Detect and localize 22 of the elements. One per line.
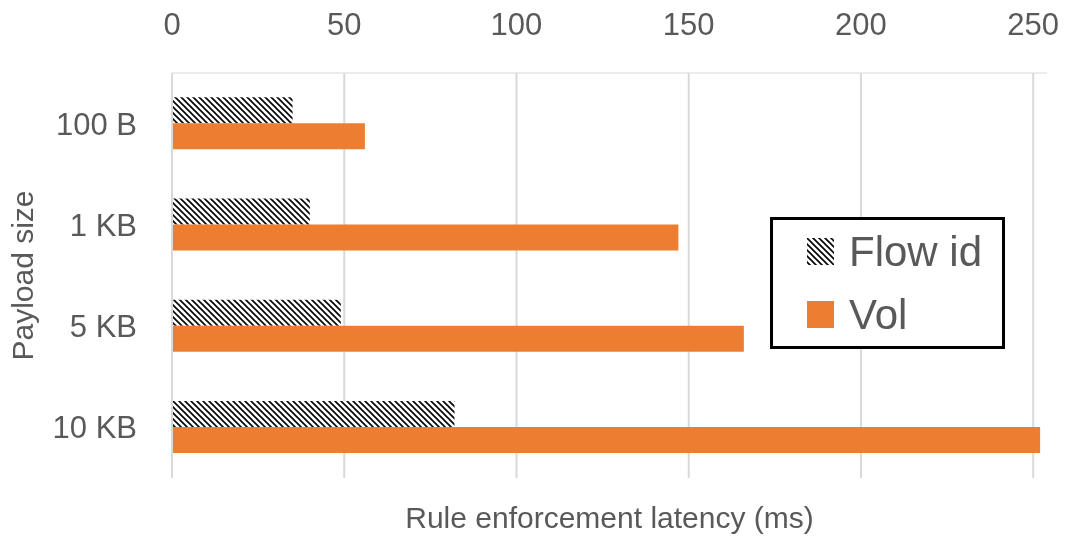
- bar: [172, 299, 341, 326]
- bar: [172, 401, 455, 428]
- bar: [172, 325, 744, 352]
- y-tick-label: 5 KB: [69, 309, 137, 345]
- x-tick-label: 50: [327, 7, 362, 42]
- y-tick-label: 10 KB: [52, 410, 137, 446]
- bar: [172, 97, 293, 124]
- legend-label: Vol: [849, 290, 908, 339]
- x-tick-label: 150: [662, 7, 715, 42]
- y-tick-label: 1 KB: [69, 207, 137, 243]
- x-tick-label: 200: [835, 7, 887, 42]
- bar: [172, 224, 679, 251]
- x-tick-label: 250: [1007, 7, 1060, 42]
- x-tick-label: 100: [490, 7, 543, 42]
- bar: [172, 198, 310, 225]
- bar: [172, 123, 365, 150]
- y-axis-title: Payload size: [5, 190, 39, 361]
- x-tick-label: 0: [163, 7, 181, 42]
- x-axis-title: Rule enforcement latency (ms): [404, 500, 815, 536]
- bar: [172, 427, 1041, 454]
- y-tick-label: 100 B: [55, 106, 137, 142]
- legend-label: Flow id: [849, 227, 983, 276]
